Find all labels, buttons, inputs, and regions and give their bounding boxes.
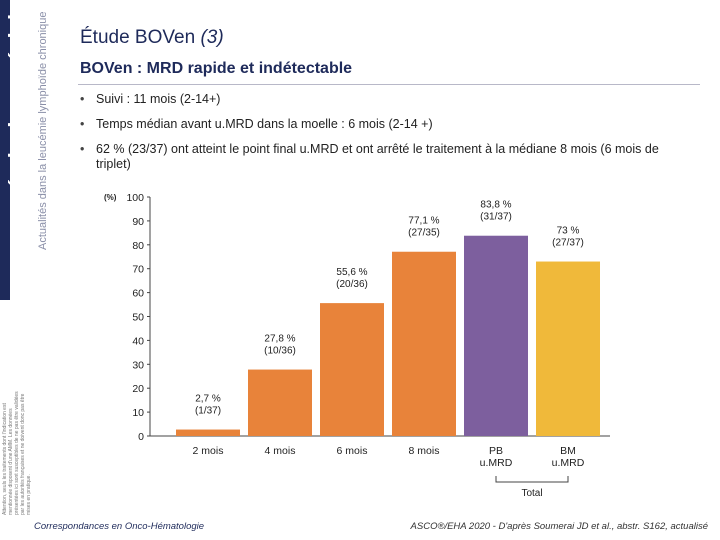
y-tick-label: 0 — [138, 431, 144, 443]
y-tick-label: 100 — [126, 192, 144, 204]
bar — [176, 429, 240, 436]
data-label: 73 % (27/37) — [552, 226, 584, 249]
footer-journal: Correspondances en Onco-Hématologie — [34, 521, 205, 532]
bar-chart: (%) 0 10 20 30 40 50 60 70 80 90 100 2,7 % (1/37) 2 mo… — [104, 192, 610, 499]
data-label: 77,1 % (27/35) — [408, 216, 440, 239]
bar — [320, 303, 384, 436]
y-tick-label: 70 — [132, 264, 144, 276]
bar — [248, 369, 312, 436]
y-tick-label: 30 — [132, 359, 144, 371]
y-unit-label: (%) — [104, 193, 117, 202]
x-tick-label: BM u.MRD — [552, 445, 585, 469]
x-tick-label: 2 mois — [193, 445, 224, 457]
brand-logo: émission.spéciale Actualités dans la leu… — [0, 0, 62, 260]
page-subtitle: BOVen : MRD rapide et indétectable — [80, 60, 353, 77]
y-tick-label: 20 — [132, 383, 144, 395]
bar — [536, 261, 600, 436]
group-bracket — [495, 476, 569, 483]
y-tick-label: 50 — [132, 312, 144, 324]
page-title: Étude BOVen (3) — [80, 27, 224, 49]
group-label: Total — [521, 488, 542, 499]
title-reference: (3) — [200, 27, 224, 48]
footer-reference: ASCO®/EHA 2020 - D'après Soumerai JD et … — [410, 521, 708, 532]
x-tick-label: 6 mois — [337, 445, 368, 457]
divider — [78, 84, 700, 85]
sidebar: émission.spéciale Actualités dans la leu… — [0, 0, 62, 540]
brand-tagline: Actualités dans la leucémie lymphoïde ch… — [37, 12, 49, 250]
x-tick-label: PB u.MRD — [480, 445, 513, 469]
y-tick-label: 90 — [132, 216, 144, 228]
y-tick-label: 40 — [132, 335, 144, 347]
data-label: 55,6 % (20/36) — [336, 267, 368, 290]
data-label: 27,8 % (10/36) — [264, 334, 296, 357]
bullet-endpoint: 62 % (23/37) ont atteint le point final … — [80, 142, 670, 172]
x-tick-label: 8 mois — [409, 445, 440, 457]
bullet-median-time: Temps médian avant u.MRD dans la moelle … — [80, 117, 670, 132]
disclaimer: Attention, seuls les traitements dont l'… — [2, 385, 58, 515]
bar — [392, 251, 456, 436]
y-tick-label: 10 — [132, 407, 144, 419]
y-tick-label: 80 — [132, 240, 144, 252]
brand-name: émission.spéciale — [4, 2, 29, 190]
sidebar-band — [0, 0, 10, 300]
disclaimer-text: Attention, seuls les traitements dont l'… — [2, 391, 32, 515]
bullet-list: Suivi : 11 mois (2-14+) Temps médian ava… — [80, 92, 670, 182]
title-main: Étude BOVen — [80, 27, 196, 48]
bullet-follow-up: Suivi : 11 mois (2-14+) — [80, 92, 670, 107]
data-label: 2,7 % (1/37) — [195, 394, 221, 417]
bar — [464, 235, 528, 436]
y-tick-label: 60 — [132, 288, 144, 300]
data-label: 83,8 % (31/37) — [480, 200, 512, 223]
x-tick-label: 4 mois — [265, 445, 296, 457]
